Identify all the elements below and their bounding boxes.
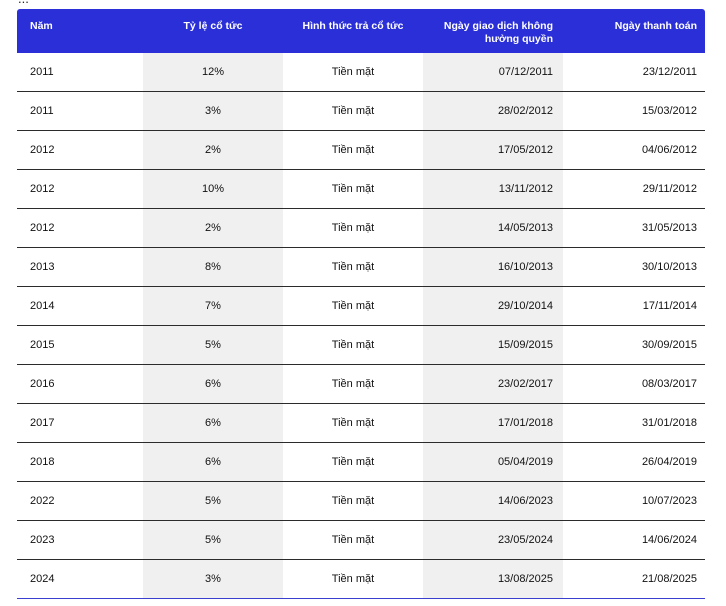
cell-payment-date: 14/06/2024 [641,534,697,546]
cell-year: 2013 [30,261,55,273]
cell-payment-date: 26/04/2019 [641,456,697,468]
cell-ex-dividend-date: 17/05/2012 [423,131,563,169]
cell-year: 2011 [30,66,54,78]
cell-year: 2015 [30,339,55,351]
cell-year: 2024 [30,573,55,585]
cell-year: 2012 [30,144,55,156]
table-header: Năm Tỷ lệ cổ tức Hình thức trả cổ tức Ng… [17,9,705,53]
cell-payment-method: Tiền mặt [331,339,375,351]
cell-dividend-rate: 3% [143,92,283,130]
cell-dividend-rate: 6% [143,443,283,481]
table-row: 2013 8% Tiền mặt 16/10/2013 30/10/2013 [17,248,705,287]
cell-payment-date: 30/09/2015 [641,339,697,351]
cell-dividend-rate: 6% [143,365,283,403]
cell-year: 2023 [30,534,55,546]
cell-year: 2016 [30,378,55,390]
cell-payment-method: Tiền mặt [331,573,375,585]
cell-year: 2022 [30,495,55,507]
table-row: 2024 3% Tiền mặt 13/08/2025 21/08/2025 [17,560,705,599]
cell-ex-dividend-date: 14/05/2013 [423,209,563,247]
header-payment-date: Ngày thanh toán [614,20,697,32]
cell-payment-date: 17/11/2014 [642,300,697,312]
cell-ex-dividend-date: 13/08/2025 [423,560,563,598]
cell-ex-dividend-date: 23/02/2017 [423,365,563,403]
cell-ex-dividend-date: 14/06/2023 [423,482,563,520]
cell-year: 2012 [30,222,55,234]
cell-ex-dividend-date: 07/12/2011 [423,53,563,91]
table-row: 2012 2% Tiền mặt 14/05/2013 31/05/2013 [17,209,705,248]
table-row: 2017 6% Tiền mặt 17/01/2018 31/01/2018 [17,404,705,443]
cell-dividend-rate: 12% [143,53,283,91]
cell-year: 2014 [30,300,55,312]
cell-dividend-rate: 5% [143,521,283,559]
cell-payment-method: Tiền mặt [331,300,375,312]
cell-payment-date: 21/08/2025 [641,573,697,585]
table-row: 2011 3% Tiền mặt 28/02/2012 15/03/2012 [17,92,705,131]
cell-payment-method: Tiền mặt [331,66,375,78]
table-row: 2012 2% Tiền mặt 17/05/2012 04/06/2012 [17,131,705,170]
table-row: 2011 12% Tiền mặt 07/12/2011 23/12/2011 [17,53,705,92]
cell-ex-dividend-date: 16/10/2013 [423,248,563,286]
cell-ex-dividend-date: 13/11/2012 [423,170,563,208]
table-row: 2016 6% Tiền mặt 23/02/2017 08/03/2017 [17,365,705,404]
cell-dividend-rate: 5% [143,482,283,520]
cell-payment-method: Tiền mặt [331,378,375,390]
table-row: 2022 5% Tiền mặt 14/06/2023 10/07/2023 [17,482,705,521]
cell-ex-dividend-date: 17/01/2018 [423,404,563,442]
cell-payment-method: Tiền mặt [331,456,375,468]
cell-dividend-rate: 6% [143,404,283,442]
cell-dividend-rate: 7% [143,287,283,325]
table-row: 2012 10% Tiền mặt 13/11/2012 29/11/2012 [17,170,705,209]
cell-payment-date: 10/07/2023 [641,495,697,507]
cell-payment-date: 15/03/2012 [641,105,697,117]
cell-ex-dividend-date: 28/02/2012 [423,92,563,130]
cell-dividend-rate: 3% [143,560,283,598]
cell-dividend-rate: 10% [143,170,283,208]
header-payment-method: Hình thức trả cổ tức [302,20,404,32]
cell-year: 2018 [30,456,55,468]
table-row: 2018 6% Tiền mặt 05/04/2019 26/04/2019 [17,443,705,482]
cell-payment-method: Tiền mặt [331,495,375,507]
cell-payment-method: Tiền mặt [331,222,375,234]
cropped-caption: ... [18,0,29,3]
cell-payment-method: Tiền mặt [331,105,375,117]
cell-payment-date: 30/10/2013 [641,261,697,273]
cell-ex-dividend-date: 23/05/2024 [423,521,563,559]
cell-dividend-rate: 2% [143,209,283,247]
cell-year: 2017 [30,417,55,429]
header-year: Năm [30,20,53,32]
table-row: 2023 5% Tiền mặt 23/05/2024 14/06/2024 [17,521,705,560]
cell-dividend-rate: 8% [143,248,283,286]
table-body: 2011 12% Tiền mặt 07/12/2011 23/12/2011 2011 3… [17,53,705,599]
cell-dividend-rate: 5% [143,326,283,364]
cell-payment-method: Tiền mặt [331,534,375,546]
cell-payment-date: 04/06/2012 [641,144,697,156]
cell-year: 2011 [30,105,54,117]
cell-payment-method: Tiền mặt [331,144,375,156]
cell-year: 2012 [30,183,55,195]
cell-payment-date: 23/12/2011 [642,66,697,78]
cell-ex-dividend-date: 29/10/2014 [423,287,563,325]
cell-dividend-rate: 2% [143,131,283,169]
dividend-table: Năm Tỷ lệ cổ tức Hình thức trả cổ tức Ng… [17,9,705,599]
cell-ex-dividend-date: 05/04/2019 [423,443,563,481]
cell-payment-date: 29/11/2012 [642,183,697,195]
table-row: 2015 5% Tiền mặt 15/09/2015 30/09/2015 [17,326,705,365]
header-ex-dividend-date: Ngày giao dịch không hưởng quyền [443,20,553,45]
cell-ex-dividend-date: 15/09/2015 [423,326,563,364]
header-dividend-rate: Tỷ lệ cổ tức [183,20,243,32]
cell-payment-method: Tiền mặt [331,261,375,273]
cell-payment-date: 31/01/2018 [641,417,697,429]
cell-payment-method: Tiền mặt [331,417,375,429]
cell-payment-date: 31/05/2013 [641,222,697,234]
table-row: 2014 7% Tiền mặt 29/10/2014 17/11/2014 [17,287,705,326]
cell-payment-date: 08/03/2017 [641,378,697,390]
cell-payment-method: Tiền mặt [331,183,375,195]
